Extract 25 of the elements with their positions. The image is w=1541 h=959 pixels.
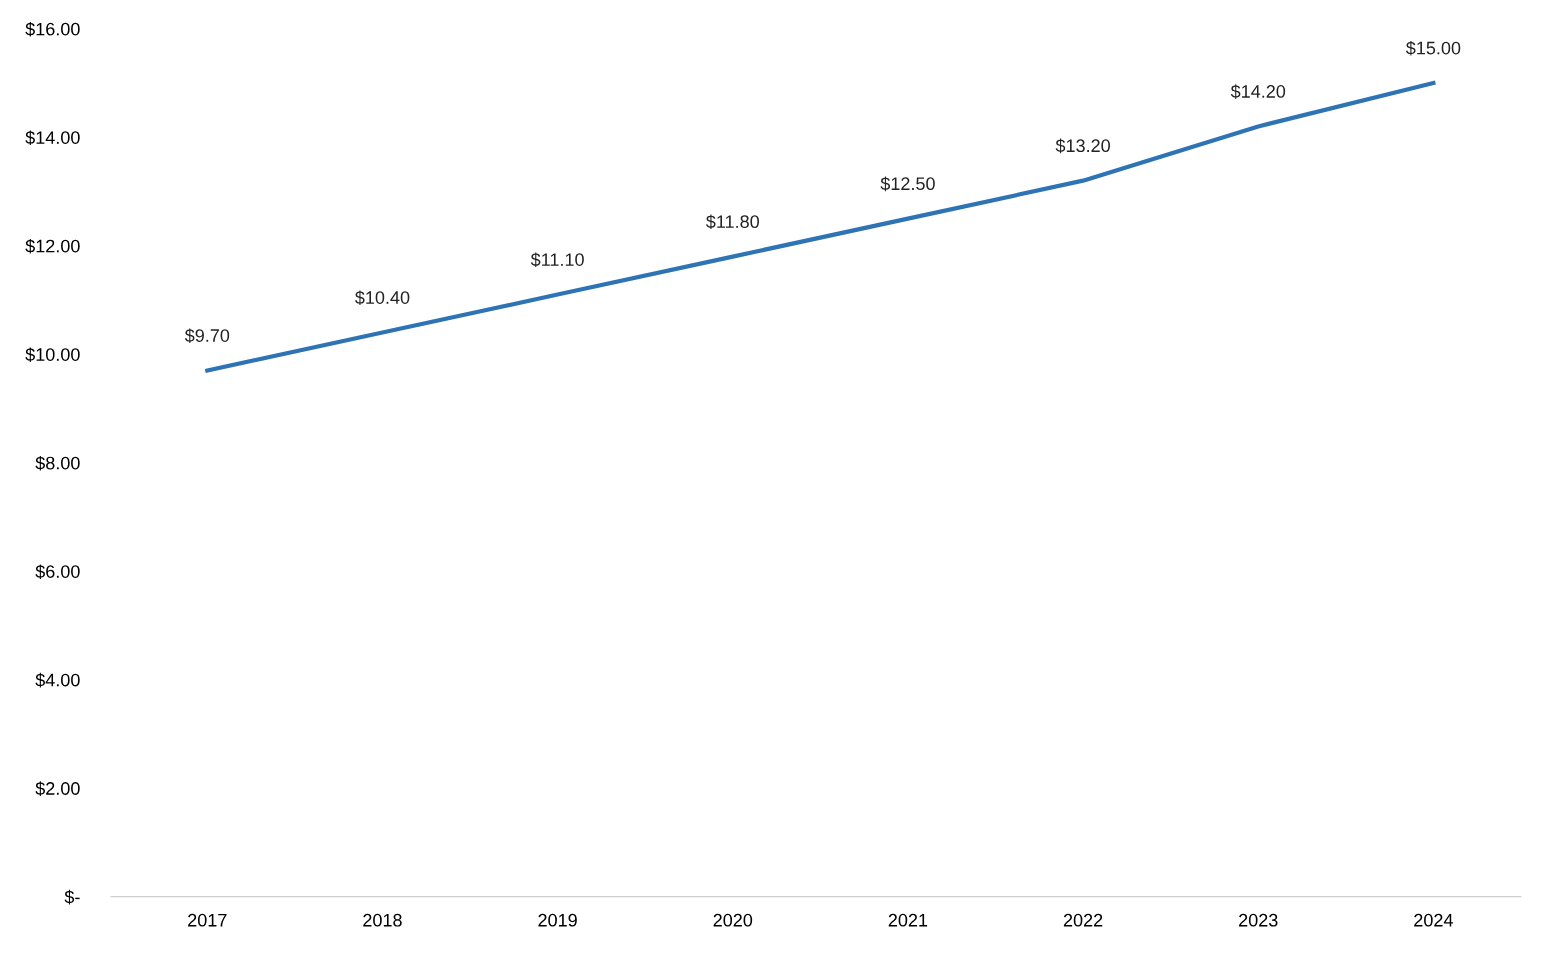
data-label: $11.10 — [530, 252, 584, 268]
y-tick-label: $6.00 — [35, 564, 80, 579]
y-tick-label: $16.00 — [25, 21, 80, 37]
y-tick-label: $10.00 — [25, 347, 80, 363]
x-tick-label: 2023 — [1239, 913, 1278, 927]
x-tick-label: 2019 — [538, 913, 577, 927]
x-tick-label: 2024 — [1414, 913, 1453, 927]
data-label: $10.40 — [355, 290, 410, 306]
data-label: $12.50 — [880, 176, 935, 192]
y-tick-label: $12.00 — [25, 238, 80, 254]
y-tick-label: $4.00 — [35, 672, 80, 688]
x-tick-label: 2020 — [713, 913, 753, 927]
y-tick-label: $14.00 — [25, 130, 80, 146]
y-tick-label: $- — [64, 889, 80, 905]
data-label: $9.70 — [184, 328, 230, 344]
x-tick-label: 2021 — [888, 913, 928, 927]
x-tick-label: 2017 — [188, 913, 227, 927]
x-tick-label: 2018 — [363, 913, 402, 927]
data-label: $13.20 — [1055, 138, 1110, 154]
x-tick-label: 2022 — [1063, 913, 1103, 927]
data-label: $14.20 — [1230, 84, 1286, 99]
data-label: $15.00 — [1405, 40, 1461, 56]
y-tick-label: $8.00 — [35, 455, 80, 471]
y-tick-label: $2.00 — [35, 781, 80, 796]
data-label: $11.80 — [706, 214, 759, 230]
